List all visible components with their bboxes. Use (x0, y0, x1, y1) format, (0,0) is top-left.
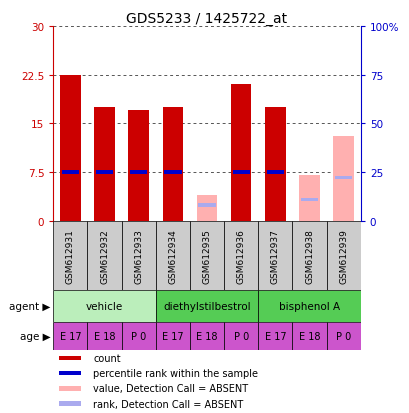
Bar (258, 323, 292, 351)
Bar (258, 290, 360, 323)
Bar (155, 323, 189, 351)
Text: GSM612933: GSM612933 (134, 228, 143, 283)
Bar (334, 177, 352, 180)
Bar (333, 137, 353, 221)
Title: GDS5233 / 1425722_at: GDS5233 / 1425722_at (126, 12, 287, 26)
Bar (87, 323, 121, 351)
Text: bisphenol A: bisphenol A (278, 301, 339, 311)
Bar (265, 108, 285, 221)
Bar (292, 221, 326, 290)
Text: GSM612935: GSM612935 (202, 228, 211, 283)
Text: GSM612938: GSM612938 (304, 228, 313, 283)
Bar (59, 356, 81, 361)
Text: diethylstilbestrol: diethylstilbestrol (163, 301, 250, 311)
Text: GSM612931: GSM612931 (66, 228, 75, 283)
Bar (155, 221, 189, 290)
Bar (224, 323, 258, 351)
Bar (59, 401, 81, 406)
Bar (189, 221, 224, 290)
Text: GSM612939: GSM612939 (338, 228, 347, 283)
Text: E 18: E 18 (298, 332, 319, 342)
Text: P 0: P 0 (131, 332, 146, 342)
Text: age ▶: age ▶ (20, 332, 50, 342)
Bar (87, 221, 121, 290)
Bar (155, 290, 258, 323)
Bar (232, 171, 249, 174)
Text: vehicle: vehicle (86, 301, 123, 311)
Bar (60, 76, 81, 221)
Bar (198, 204, 215, 207)
Text: rank, Detection Call = ABSENT: rank, Detection Call = ABSENT (93, 399, 243, 408)
Bar (292, 323, 326, 351)
Bar (96, 171, 113, 174)
Bar (121, 323, 155, 351)
Bar (130, 171, 147, 174)
Bar (162, 108, 183, 221)
Text: E 18: E 18 (196, 332, 217, 342)
Bar (196, 195, 217, 221)
Text: E 17: E 17 (59, 332, 81, 342)
Bar (59, 371, 81, 375)
Text: percentile rank within the sample: percentile rank within the sample (93, 368, 258, 378)
Text: count: count (93, 353, 121, 363)
Text: P 0: P 0 (233, 332, 248, 342)
Text: value, Detection Call = ABSENT: value, Detection Call = ABSENT (93, 384, 248, 394)
Bar (230, 85, 251, 221)
Bar (53, 290, 155, 323)
Text: GSM612936: GSM612936 (236, 228, 245, 283)
Bar (189, 323, 224, 351)
Bar (128, 111, 148, 221)
Text: GSM612934: GSM612934 (168, 228, 177, 283)
Bar (59, 387, 81, 391)
Bar (300, 198, 317, 201)
Text: GSM612937: GSM612937 (270, 228, 279, 283)
Bar (121, 221, 155, 290)
Bar (266, 171, 283, 174)
Bar (326, 221, 360, 290)
Bar (94, 108, 115, 221)
Bar (258, 221, 292, 290)
Bar (224, 221, 258, 290)
Bar (326, 323, 360, 351)
Text: E 18: E 18 (94, 332, 115, 342)
Bar (53, 323, 87, 351)
Bar (299, 176, 319, 221)
Bar (53, 221, 87, 290)
Text: E 17: E 17 (162, 332, 183, 342)
Bar (61, 171, 79, 174)
Text: P 0: P 0 (335, 332, 351, 342)
Text: agent ▶: agent ▶ (9, 301, 50, 311)
Text: GSM612932: GSM612932 (100, 228, 109, 283)
Bar (164, 171, 181, 174)
Text: E 17: E 17 (264, 332, 285, 342)
